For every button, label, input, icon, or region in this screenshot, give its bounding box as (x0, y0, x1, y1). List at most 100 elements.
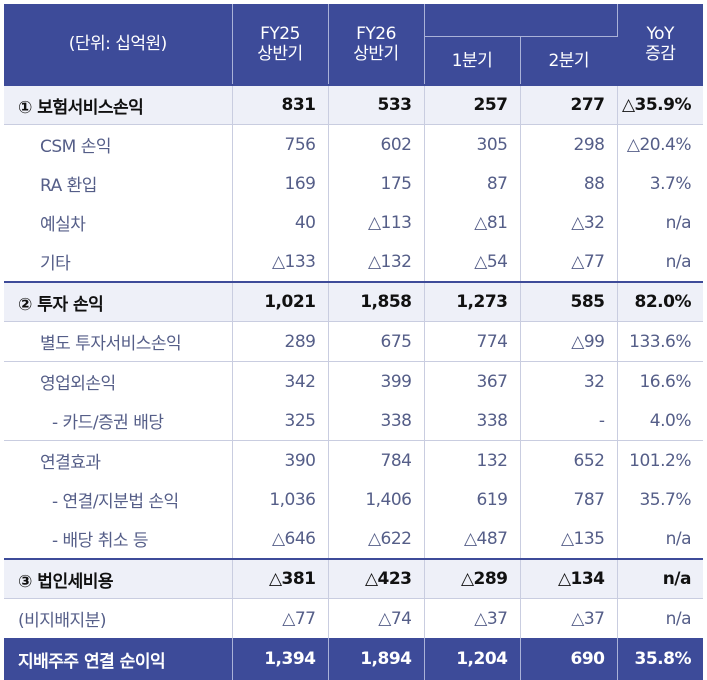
fy26-value: 675 (328, 321, 425, 362)
q1-value: 338 (424, 401, 521, 441)
fy26-value: 338 (328, 401, 425, 441)
row-label: RA 환입 (4, 164, 233, 203)
table-row: 별도 투자서비스손익 289 675 774 △99 133.6% (4, 321, 703, 362)
table-row: 연결효과 390 784 132 652 101.2% (4, 440, 703, 480)
q1-header: 1분기 (424, 36, 521, 85)
yoy-header: YoY 증감 (617, 4, 703, 85)
q2-header: 2분기 (520, 36, 617, 85)
row-label: 별도 투자서비스손익 (4, 321, 233, 362)
q2-value: △135 (520, 519, 618, 559)
q2-value: 690 (520, 638, 618, 680)
row-label: - 카드/증권 배당 (4, 401, 233, 441)
q1-value: 1,204 (424, 638, 521, 680)
q1-value: 367 (424, 361, 521, 401)
q2-value: △134 (520, 558, 618, 599)
fy25-header: FY25 상반기 (232, 4, 329, 85)
fy25-value: 831 (232, 84, 329, 125)
q1-value: 774 (424, 321, 521, 362)
fy25-value: △77 (232, 598, 329, 638)
yoy-value: 101.2% (617, 440, 703, 480)
table-row: (비지배지분) △77 △74 △37 △37 n/a (4, 598, 703, 638)
table-row: - 연결/지분법 손익 1,036 1,406 619 787 35.7% (4, 480, 703, 519)
yoy-value: n/a (665, 212, 692, 233)
fy25-value: 40 (232, 203, 329, 242)
yoy-value: 16.6% (617, 361, 703, 401)
fy25-value: 1,394 (232, 638, 329, 680)
q2-value: △77 (520, 242, 618, 282)
q2-value: 787 (520, 480, 618, 519)
table-row: 예실차 40 △113 △81 △32 n/a (4, 203, 703, 242)
row-label: - 배당 취소 등 (4, 519, 233, 559)
table-row: - 배당 취소 등 △646 △622 △487 △135 n/a (4, 519, 703, 559)
q1-value: △54 (424, 242, 521, 282)
q2-value: 585 (520, 281, 618, 322)
fy25-value: 325 (232, 401, 329, 441)
table-row: RA 환입 169 175 87 88 3.7% (4, 164, 703, 203)
q2-value: 652 (520, 440, 618, 480)
q1-value: 132 (424, 440, 521, 480)
table-row: 지배주주 연결 순이익 1,394 1,894 1,204 690 35.8% (4, 638, 703, 680)
q1-value: 1,273 (424, 281, 521, 322)
row-label: 기타 (4, 242, 233, 282)
q2-value: - (520, 401, 618, 441)
fy25-value: 756 (232, 124, 329, 164)
row-label: 영업외손익 (4, 361, 233, 401)
table-body: ① 보험서비스손익 831 533 257 277 △35.9% CSM 손익 756 602 3… (4, 84, 703, 680)
fy26-value: △113 (328, 203, 425, 242)
fy26-value: 175 (328, 164, 425, 203)
table-row: 영업외손익 342 399 367 32 16.6% (4, 361, 703, 401)
fy25-value: 289 (232, 321, 329, 362)
yoy-value: 3.7% (649, 173, 692, 194)
fy26-value: 1,858 (328, 281, 425, 322)
q2-value: △37 (520, 598, 618, 638)
fy25-value: 342 (232, 361, 329, 401)
fy26-value: 533 (328, 84, 425, 125)
quarter-group-header (424, 4, 618, 37)
row-label: (비지배지분) (4, 598, 233, 638)
fy25-value: 390 (232, 440, 329, 480)
table-row: CSM 손익 756 602 305 298 △20.4% (4, 124, 703, 164)
row-label: 연결효과 (4, 440, 233, 480)
yoy-value: n/a (665, 528, 692, 549)
row-label: 지배주주 연결 순이익 (4, 638, 233, 680)
q2-value: 277 (520, 84, 618, 125)
yoy-value: 133.6% (629, 331, 691, 352)
row-label: ① 보험서비스손익 (4, 84, 233, 125)
fy26-value: 1,406 (328, 480, 425, 519)
row-label: ③ 법인세비용 (4, 558, 233, 599)
fy25-value: 1,021 (232, 281, 329, 322)
fy26-value: △132 (328, 242, 425, 282)
fy25-value: 169 (232, 164, 329, 203)
fy26-value: 1,894 (328, 638, 425, 680)
q1-value: 305 (424, 124, 521, 164)
fy26-value: 602 (328, 124, 425, 164)
yoy-value: 4.0% (649, 410, 692, 431)
q1-value: △37 (424, 598, 521, 638)
row-label: - 연결/지분법 손익 (4, 480, 233, 519)
yoy-value: △20.4% (626, 134, 692, 155)
table-header: (단위: 십억원) FY25 상반기 FY26 상반기 YoY 증감 1분기 2… (4, 4, 703, 85)
fy25-value: 1,036 (232, 480, 329, 519)
q2-value: 298 (520, 124, 618, 164)
yoy-value: n/a (665, 251, 692, 272)
yoy-value: △35.9% (617, 84, 703, 125)
fy25-value: △381 (232, 558, 329, 599)
yoy-value: n/a (617, 558, 703, 599)
yoy-value: 82.0% (617, 281, 703, 322)
fy25-value: △646 (232, 519, 329, 559)
row-label: 예실차 (4, 203, 233, 242)
fy25-value: △133 (232, 242, 329, 282)
unit-header: (단위: 십억원) (4, 4, 233, 85)
q1-value: △81 (424, 203, 521, 242)
row-label: ② 투자 손익 (4, 281, 233, 322)
fy26-value: △74 (328, 598, 425, 638)
financial-table: (단위: 십억원) FY25 상반기 FY26 상반기 YoY 증감 1분기 2… (4, 4, 703, 680)
table-row: ① 보험서비스손익 831 533 257 277 △35.9% (4, 84, 703, 125)
yoy-value: n/a (665, 608, 692, 629)
q2-value: △32 (520, 203, 618, 242)
row-label: CSM 손익 (4, 124, 233, 164)
table-row: ③ 법인세비용 △381 △423 △289 △134 n/a (4, 558, 703, 599)
yoy-value: 35.7% (639, 489, 691, 510)
yoy-value: 35.8% (617, 638, 703, 680)
q1-value: 619 (424, 480, 521, 519)
